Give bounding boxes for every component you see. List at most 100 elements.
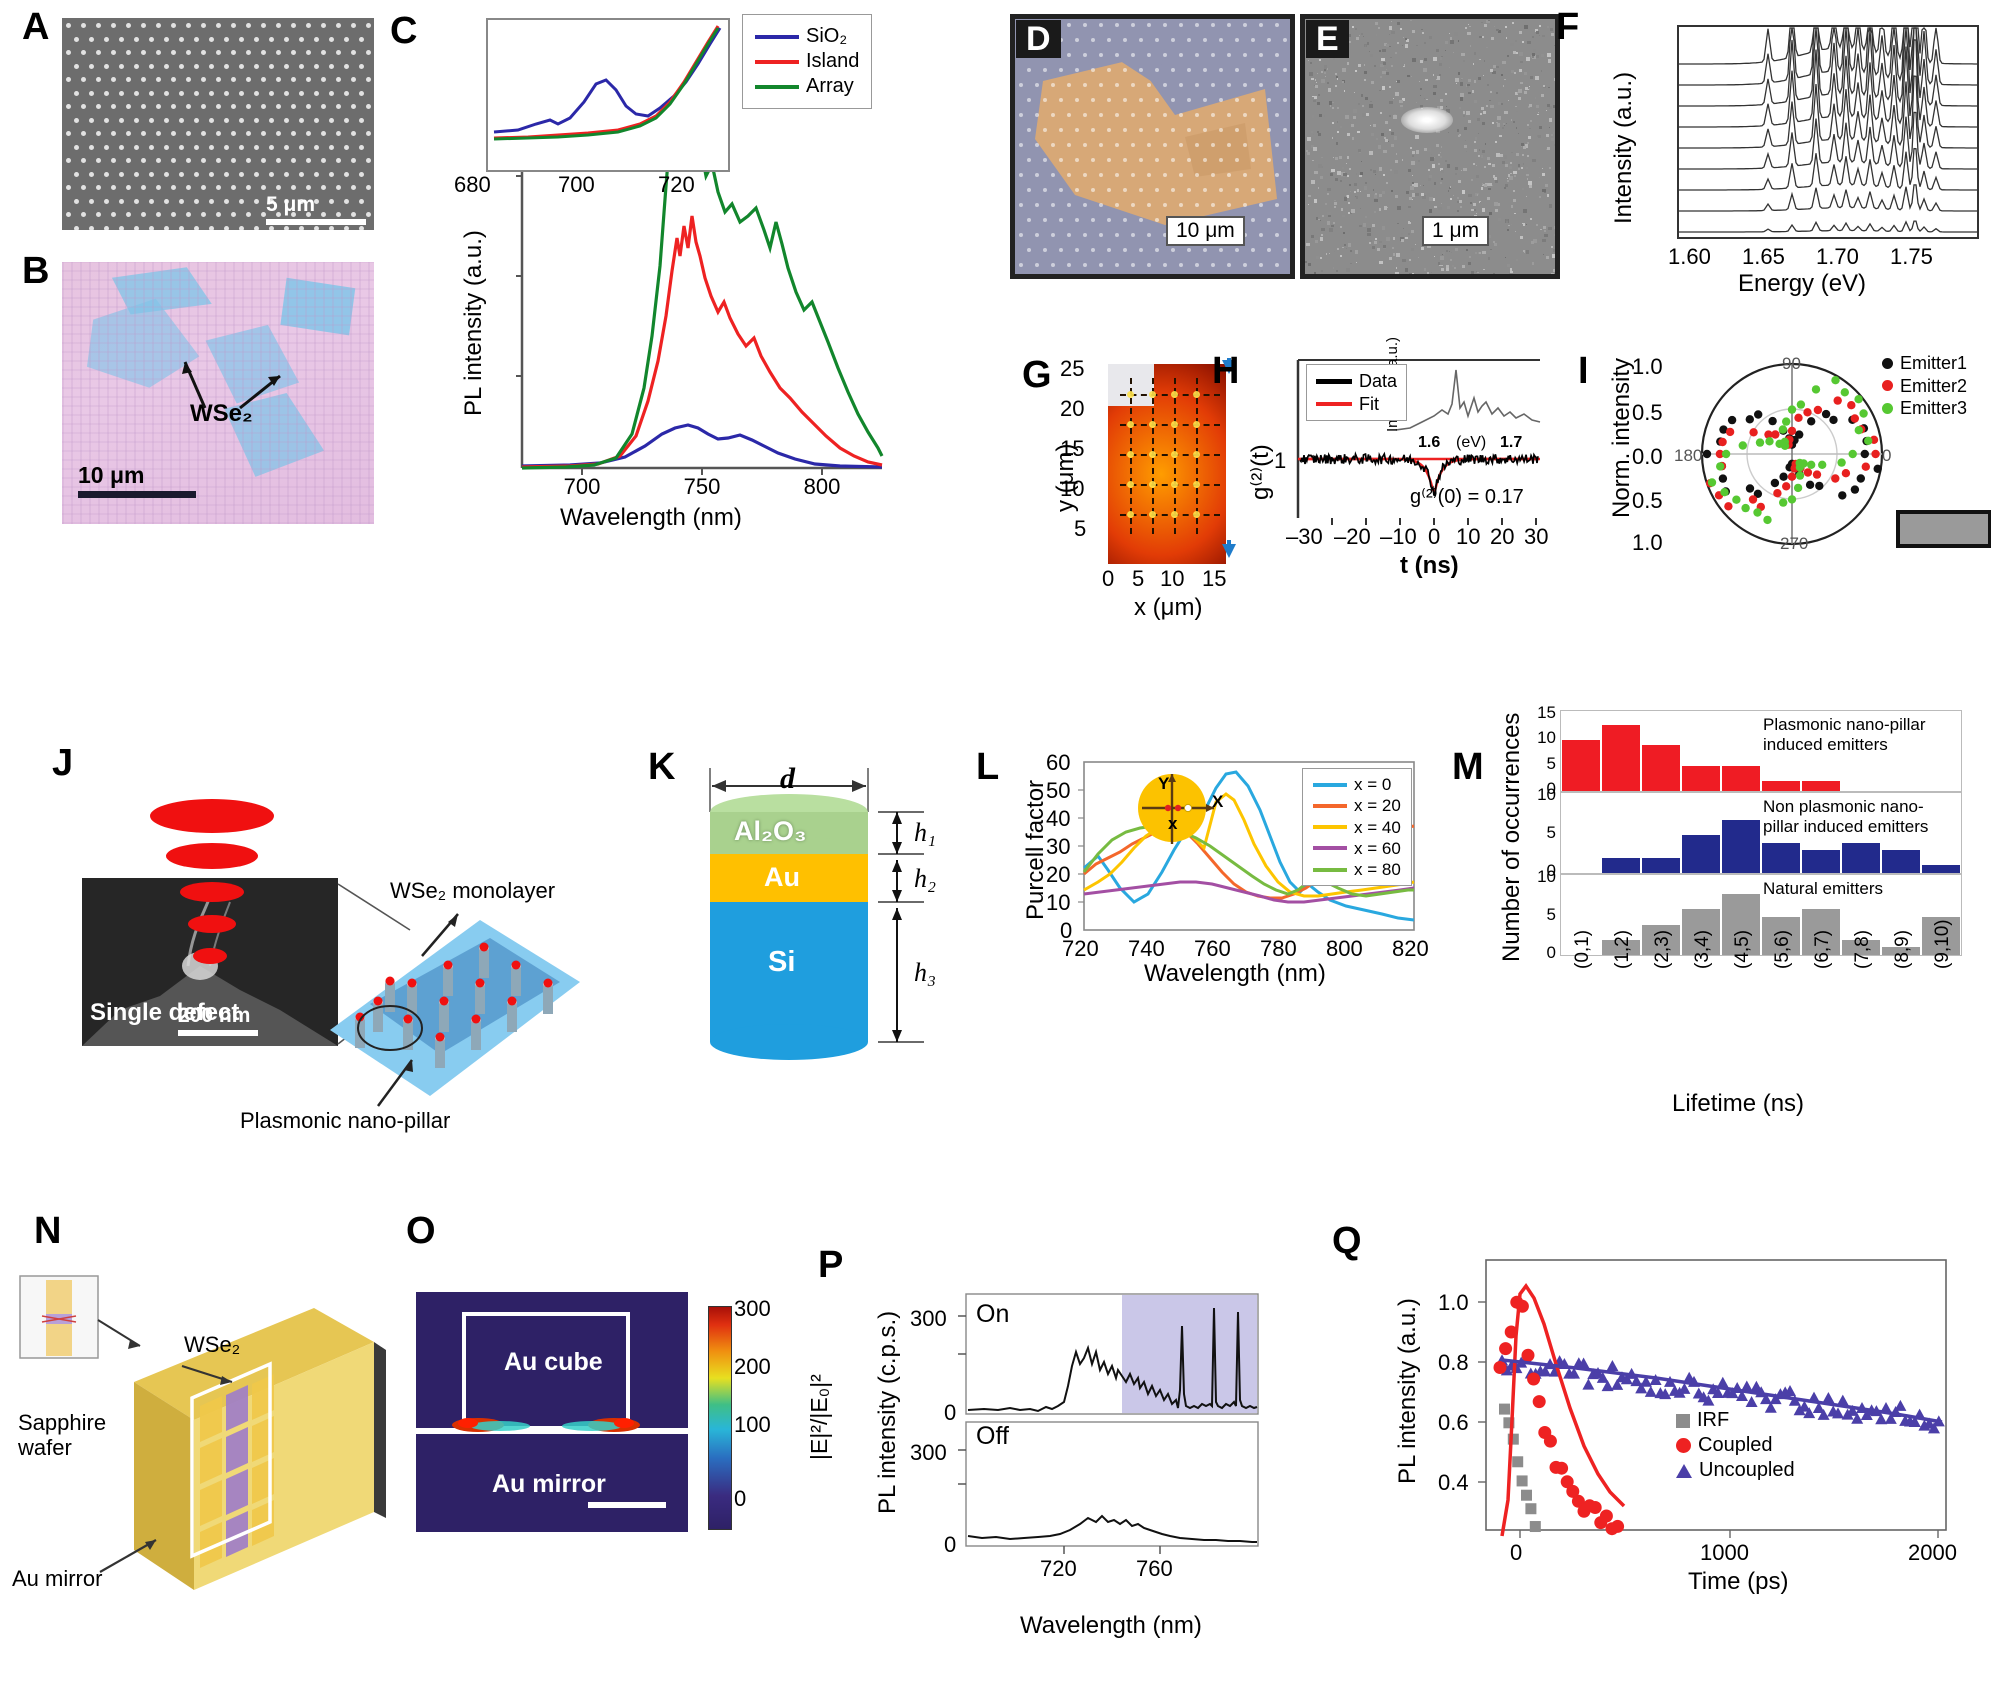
panel-l-legend: x = 0 x = 20 x = 40 x = 60 x = 80 — [1302, 768, 1412, 887]
legend-line-x60 — [1313, 846, 1347, 851]
panel-k-schematic: d Al₂O₃ Au Si h₁ h₂ h₃ — [692, 750, 952, 1110]
panel-g-pl-map — [1108, 364, 1226, 564]
panel-l-ytick-20: 20 — [1046, 862, 1071, 887]
legend-item-island: Island — [755, 49, 859, 74]
panel-c-plot: 700 750 800 Wavelength (nm) PL intensity… — [430, 16, 900, 531]
panel-m-ytick: 0 — [1546, 779, 1556, 798]
panel-h-annotation: g⁽²⁾(0) = 0.17 — [1410, 486, 1524, 508]
panel-m-xtick: (5,6) — [1772, 929, 1793, 969]
legend-item-fit: Fit — [1316, 393, 1397, 416]
panel-c-ylabel: PL intensity (a.u.) — [460, 230, 487, 416]
panel-label-n: N — [34, 1210, 62, 1252]
histogram-bar — [1682, 909, 1720, 955]
panel-e-scalebar-label: 1 μm — [1432, 219, 1480, 242]
panel-c-inset-svg — [493, 25, 722, 141]
panel-i-ytick-2: 0.0 — [1632, 444, 1663, 469]
panel-label-a: A — [22, 6, 50, 48]
panel-g-ylabel: y (μm) — [1052, 443, 1079, 512]
panel-g-plot: 25 20 15 10 5 0 5 10 15 x (μm) y (μm) — [1052, 356, 1246, 621]
legend-item-emitter2: Emitter2 — [1882, 375, 1967, 398]
panel-f-xtick-3: 1.75 — [1890, 244, 1933, 269]
legend-line-array — [755, 84, 799, 89]
panel-d-scalebar-label: 10 μm — [1176, 219, 1235, 242]
legend-line-x80 — [1313, 867, 1347, 872]
panel-l-inset-axis-y: Y — [1158, 774, 1170, 793]
panel-i-ytick-4: 1.0 — [1632, 530, 1663, 555]
legend-label-emitter2: Emitter2 — [1900, 375, 1968, 396]
legend-item-data: Data — [1316, 370, 1397, 393]
panel-m-xtick: (3,4) — [1692, 929, 1713, 969]
legend-label-x20: x = 20 — [1354, 796, 1401, 816]
legend-dot-emitter2 — [1882, 380, 1893, 392]
panel-l-plot: Y X x x = 0 x = 20 x = 40 x = 60 x = 80 … — [1016, 750, 1436, 987]
panel-c-xlabel: Wavelength (nm) — [560, 504, 742, 531]
panel-f-svg — [1677, 25, 1979, 239]
legend-line-data — [1316, 378, 1352, 384]
panel-l-ytick-0: 0 — [1060, 918, 1073, 943]
legend-label-x60: x = 60 — [1354, 838, 1401, 858]
panel-m-subplot-2: Natural emitters — [1560, 874, 1962, 956]
panel-c-xtick-1: 750 — [683, 474, 721, 499]
panel-j-label-nanopillar: Plasmonic nano-pillar — [240, 1108, 451, 1133]
panel-h-xtick-1: –20 — [1334, 524, 1371, 549]
panel-label-e: E — [1306, 20, 1349, 58]
panel-p-ylabel: PL intensity (c.p.s.) — [874, 1310, 901, 1514]
panel-m-subplot-title: Natural emitters — [1763, 879, 1883, 898]
legend-label-x0: x = 0 — [1354, 775, 1392, 794]
panel-p-on-ytick-0: 0 — [944, 1400, 957, 1425]
legend-item-x20: x = 20 — [1313, 795, 1401, 816]
panel-h-ylabel: g⁽²⁾(t) — [1247, 444, 1274, 500]
histogram-bar — [1682, 835, 1720, 873]
histogram-bar — [1882, 850, 1920, 873]
panel-label-p: P — [818, 1244, 844, 1286]
legend-label-x80: x = 80 — [1354, 860, 1401, 879]
panel-g-xtick-2: 10 — [1160, 566, 1185, 591]
panel-o-colorbar-tick: 300 — [734, 1296, 771, 1321]
legend-label-coupled: Coupled — [1698, 1434, 1773, 1456]
panel-label-f: F — [1556, 6, 1580, 48]
legend-item-uncoupled: Uncoupled — [1676, 1458, 1795, 1483]
panel-q-ylabel: PL intensity (a.u.) — [1394, 1298, 1421, 1484]
panel-l-inset-axis-xlower: x — [1168, 814, 1178, 833]
panel-l-xtick-2: 760 — [1194, 936, 1231, 961]
panel-label-d: D — [1016, 20, 1061, 58]
legend-label-island: Island — [806, 50, 860, 72]
panel-m-ytick: 10 — [1537, 867, 1556, 886]
legend-item-sio2: SiO₂ — [755, 24, 859, 49]
panel-m-ytick: 5 — [1546, 823, 1556, 842]
panel-o-label-au-cube: Au cube — [504, 1348, 603, 1376]
panel-m-ytick: 10 — [1537, 785, 1556, 804]
panel-b-optical-image — [62, 262, 374, 524]
legend-item-x40: x = 40 — [1313, 817, 1401, 838]
panel-g-xtick-0: 0 — [1102, 566, 1115, 591]
legend-marker-irf — [1676, 1413, 1690, 1428]
panel-j-scalebar-label: 200 nm — [178, 1004, 251, 1027]
panel-m-ytick: 0 — [1546, 943, 1556, 962]
panel-i-ytick-1: 0.5 — [1632, 400, 1663, 425]
panel-h-inset-xtick-0: 1.6 — [1418, 434, 1441, 451]
panel-label-g: G — [1022, 354, 1052, 396]
panel-q-xtick-0: 0 — [1510, 1540, 1523, 1565]
panel-i-ytick-3: 0.5 — [1632, 488, 1663, 513]
panel-m-xtick: (0,1) — [1572, 929, 1593, 969]
panel-h-xlabel: t (ns) — [1400, 552, 1459, 579]
panel-l-ylabel: Purcell factor — [1022, 779, 1049, 920]
panel-q-xlabel: Time (ps) — [1688, 1568, 1789, 1595]
legend-marker-coupled — [1676, 1438, 1691, 1453]
histogram-bar — [1762, 917, 1800, 955]
panel-p-xtick-1: 760 — [1136, 1556, 1173, 1581]
panel-l-xtick-5: 820 — [1392, 936, 1429, 961]
panel-a-sem-image — [62, 18, 374, 230]
panel-n-schematic: WSe₂ Sapphire wafer Au mirror — [12, 1250, 394, 1630]
panel-g-xtick-1: 5 — [1132, 566, 1145, 591]
panel-n-label-au-mirror: Au mirror — [12, 1566, 103, 1591]
panel-a-scalebar: 5 μm — [258, 192, 374, 226]
panel-q-ytick-0.8: 0.8 — [1438, 1350, 1469, 1375]
panel-j-scalebar: 200 nm — [178, 1004, 258, 1036]
panel-q-xtick-2: 2000 — [1908, 1540, 1957, 1565]
histogram-bar — [1922, 865, 1960, 873]
panel-h-legend: Data Fit — [1306, 364, 1408, 421]
panel-m-plot: Plasmonic nano-pillar induced emitters 0 5… — [1498, 703, 1990, 962]
panel-k-layer-al2o3: Al₂O₃ — [734, 816, 807, 846]
panel-h-svg — [1296, 359, 1540, 525]
